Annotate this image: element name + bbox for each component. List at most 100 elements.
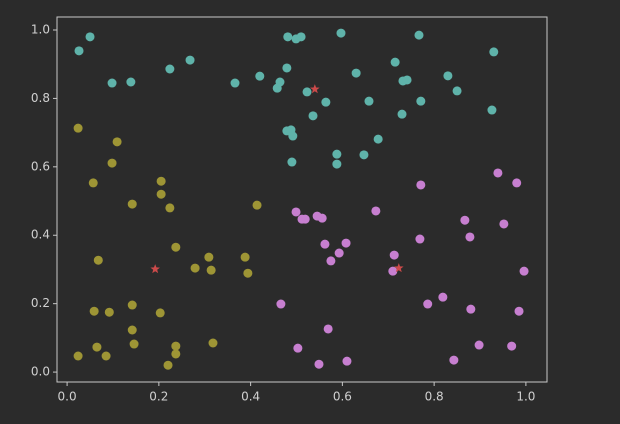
y-tick-label: 0.0 [31,365,50,379]
point [364,96,374,106]
point [389,250,399,260]
point [323,324,333,334]
point [460,215,470,225]
centroid-marker [394,263,404,273]
point [452,86,462,96]
point [126,77,136,87]
point [165,203,175,213]
point [466,304,476,314]
point [156,176,166,186]
point [438,292,448,302]
point [332,159,342,169]
point [487,105,497,115]
point [388,266,398,276]
point [171,341,181,351]
point [416,96,426,106]
point [243,268,253,278]
point [321,97,331,107]
plot-frame [56,16,548,383]
point [206,265,216,275]
x-tick-label: 0.8 [425,390,444,404]
point [129,339,139,349]
point [499,219,509,229]
point [240,252,250,262]
point [519,266,529,276]
point [276,299,286,309]
point [287,157,297,167]
point [171,242,181,252]
point [156,189,166,199]
point [332,149,342,159]
x-tick-label: 0.6 [333,390,352,404]
point [185,55,195,65]
point [104,307,114,317]
point [314,359,324,369]
point [423,299,433,309]
x-tick-label: 0.0 [58,390,77,404]
point [512,178,522,188]
point [296,32,306,42]
point [373,134,383,144]
point [334,248,344,258]
point [127,199,137,209]
point [397,109,407,119]
point [288,131,298,141]
point [449,355,459,365]
point [474,340,484,350]
point [89,306,99,316]
point [275,77,285,87]
point [155,308,165,318]
point [300,214,310,224]
point [317,213,327,223]
point [85,32,95,42]
point [359,150,369,160]
point [171,349,181,359]
point [493,168,503,178]
point [230,78,240,88]
point [293,343,303,353]
point [489,47,499,57]
point [107,158,117,168]
y-tick-label: 0.8 [31,91,50,105]
point [514,306,524,316]
point [190,263,200,273]
point [282,63,292,73]
y-tick-label: 0.2 [31,296,50,310]
point [88,178,98,188]
point [416,180,426,190]
point [163,360,173,370]
point [414,30,424,40]
x-tick-label: 1.0 [516,390,535,404]
point [320,239,330,249]
y-tick-label: 0.6 [31,159,50,173]
point [342,356,352,366]
point [308,111,318,121]
point [92,342,102,352]
centroid-marker [310,84,320,94]
point [204,252,214,262]
point [402,75,412,85]
point [208,338,218,348]
y-tick-label: 1.0 [31,22,50,36]
x-tick-label: 0.4 [241,390,260,404]
point [165,64,175,74]
point [73,351,83,361]
point [302,87,312,97]
point [415,234,425,244]
point [127,325,137,335]
point [336,28,346,38]
point [291,207,301,217]
point [93,255,103,265]
point [255,71,265,81]
point [341,238,351,248]
point [252,200,262,210]
point [107,78,117,88]
point [112,137,122,147]
y-tick-label: 0.4 [31,228,50,242]
point [73,123,83,133]
point [507,341,517,351]
point [283,32,293,42]
point [74,46,84,56]
